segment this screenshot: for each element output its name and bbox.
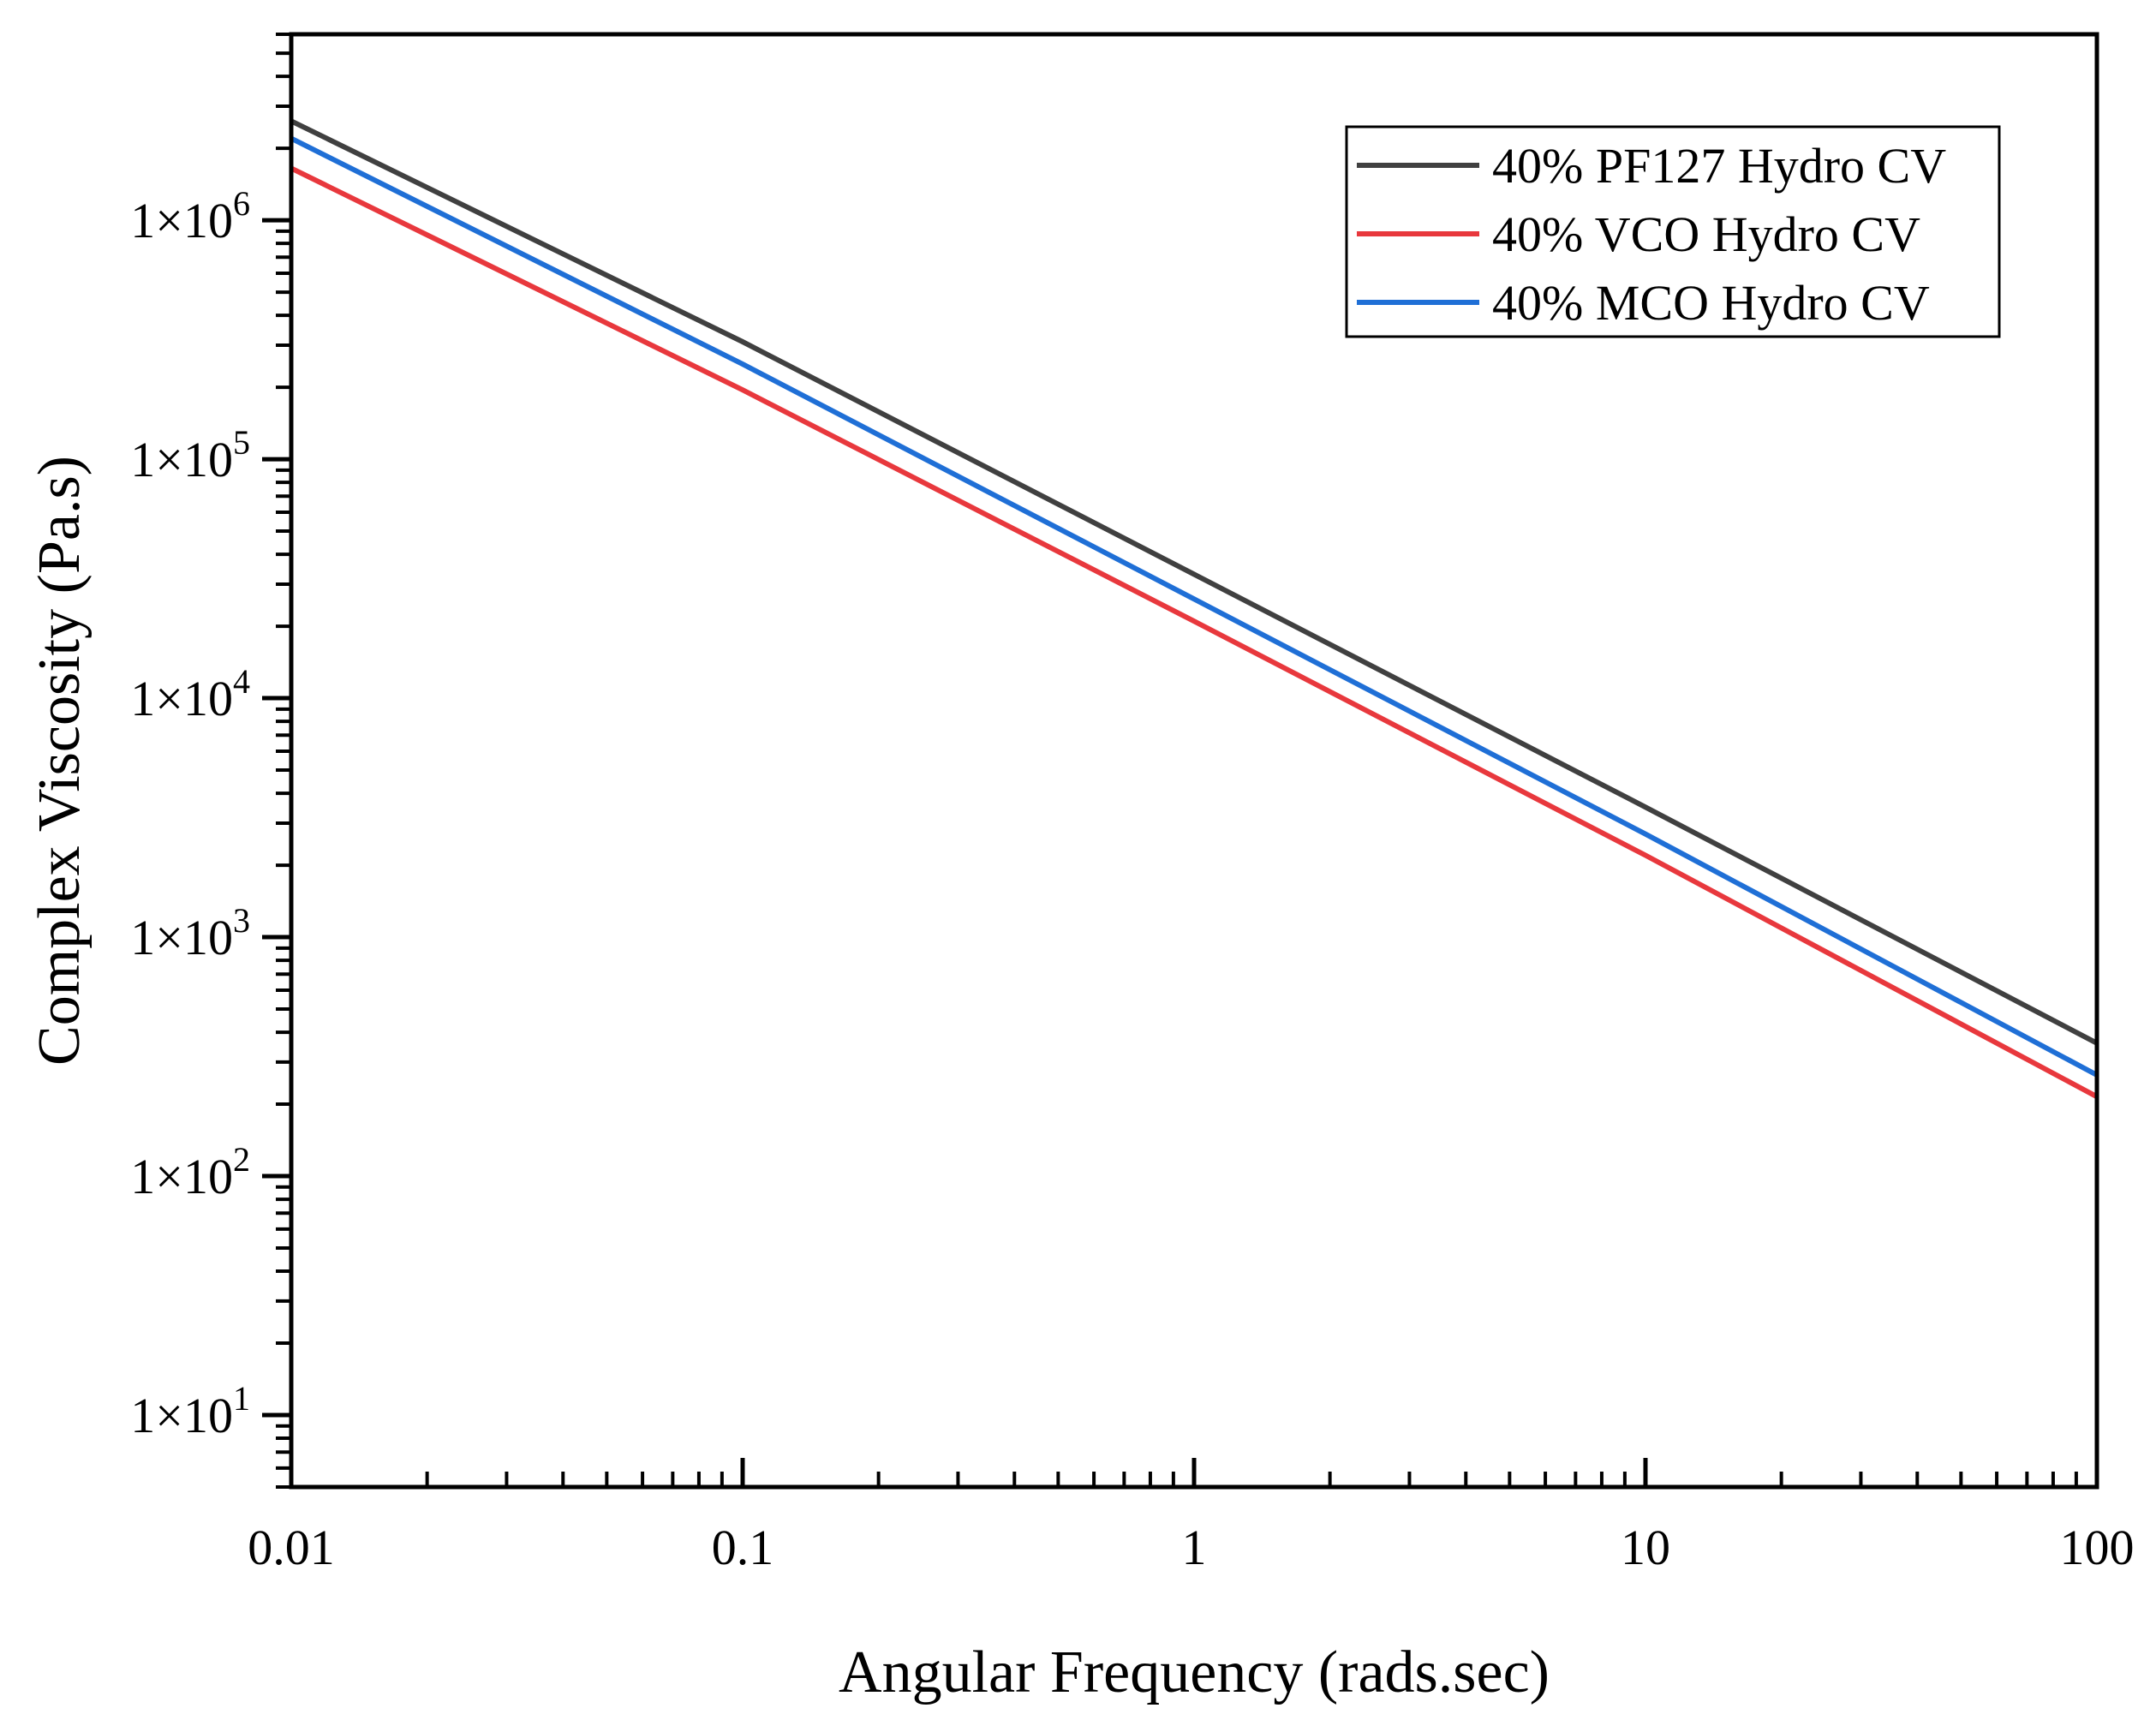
legend: 40% PF127 Hydro CV 40% VCO Hydro CV 40% … bbox=[1345, 125, 2001, 338]
y-tick-label: 1×104 bbox=[130, 662, 250, 726]
minor-ticks bbox=[276, 33, 2078, 1489]
plot-frame bbox=[289, 32, 2099, 1490]
series-line-1 bbox=[290, 165, 2099, 1099]
x-tick-label: 0.01 bbox=[248, 1520, 335, 1575]
legend-label-pf127: 40% PF127 Hydro CV bbox=[1492, 138, 1946, 194]
x-tick-label: 10 bbox=[1621, 1520, 1670, 1575]
y-tick-label: 1×101 bbox=[130, 1379, 250, 1443]
y-tick-label: 1×106 bbox=[130, 184, 250, 248]
x-tick-label: 100 bbox=[2060, 1520, 2135, 1575]
series-line-0 bbox=[290, 118, 2099, 1046]
series-lines bbox=[290, 118, 2099, 1099]
y-tick-label: 1×103 bbox=[130, 901, 250, 965]
x-tick-label: 1 bbox=[1182, 1520, 1207, 1575]
legend-label-vco: 40% VCO Hydro CV bbox=[1492, 206, 1920, 262]
y-tick-label: 1×105 bbox=[130, 423, 250, 487]
major-ticks bbox=[262, 218, 2099, 1487]
x-tick-labels: 0.01 0.1 1 10 100 bbox=[248, 1520, 2134, 1575]
x-axis-title: Angular Frequency (rads.sec) bbox=[839, 1639, 1550, 1705]
series-line-2 bbox=[290, 135, 2099, 1078]
y-tick-label: 1×102 bbox=[130, 1140, 250, 1204]
y-tick-labels: 1×101 1×102 1×103 1×104 1×105 1×106 bbox=[130, 184, 250, 1443]
y-axis-title: Complex Viscosity (Pa.s) bbox=[27, 456, 93, 1066]
x-tick-label: 0.1 bbox=[712, 1520, 774, 1575]
legend-label-mco: 40% MCO Hydro CV bbox=[1492, 275, 1930, 331]
